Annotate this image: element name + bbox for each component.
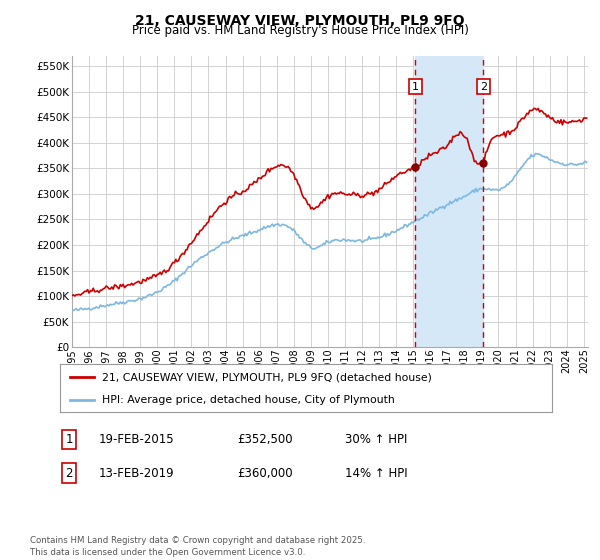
Text: Contains HM Land Registry data © Crown copyright and database right 2025.
This d: Contains HM Land Registry data © Crown c… <box>30 536 365 557</box>
Text: 1: 1 <box>65 433 73 446</box>
Text: 13-FEB-2019: 13-FEB-2019 <box>99 466 175 480</box>
Text: HPI: Average price, detached house, City of Plymouth: HPI: Average price, detached house, City… <box>102 395 395 405</box>
Text: 2: 2 <box>65 466 73 480</box>
Text: 14% ↑ HPI: 14% ↑ HPI <box>345 466 407 480</box>
Text: 2: 2 <box>480 82 487 92</box>
Text: 19-FEB-2015: 19-FEB-2015 <box>99 433 175 446</box>
Text: 1: 1 <box>412 82 419 92</box>
Text: £352,500: £352,500 <box>237 433 293 446</box>
Text: Price paid vs. HM Land Registry's House Price Index (HPI): Price paid vs. HM Land Registry's House … <box>131 24 469 37</box>
Text: £360,000: £360,000 <box>237 466 293 480</box>
Text: 30% ↑ HPI: 30% ↑ HPI <box>345 433 407 446</box>
Text: 21, CAUSEWAY VIEW, PLYMOUTH, PL9 9FQ: 21, CAUSEWAY VIEW, PLYMOUTH, PL9 9FQ <box>135 14 465 28</box>
Text: 21, CAUSEWAY VIEW, PLYMOUTH, PL9 9FQ (detached house): 21, CAUSEWAY VIEW, PLYMOUTH, PL9 9FQ (de… <box>102 372 431 382</box>
Bar <box>415 56 484 347</box>
